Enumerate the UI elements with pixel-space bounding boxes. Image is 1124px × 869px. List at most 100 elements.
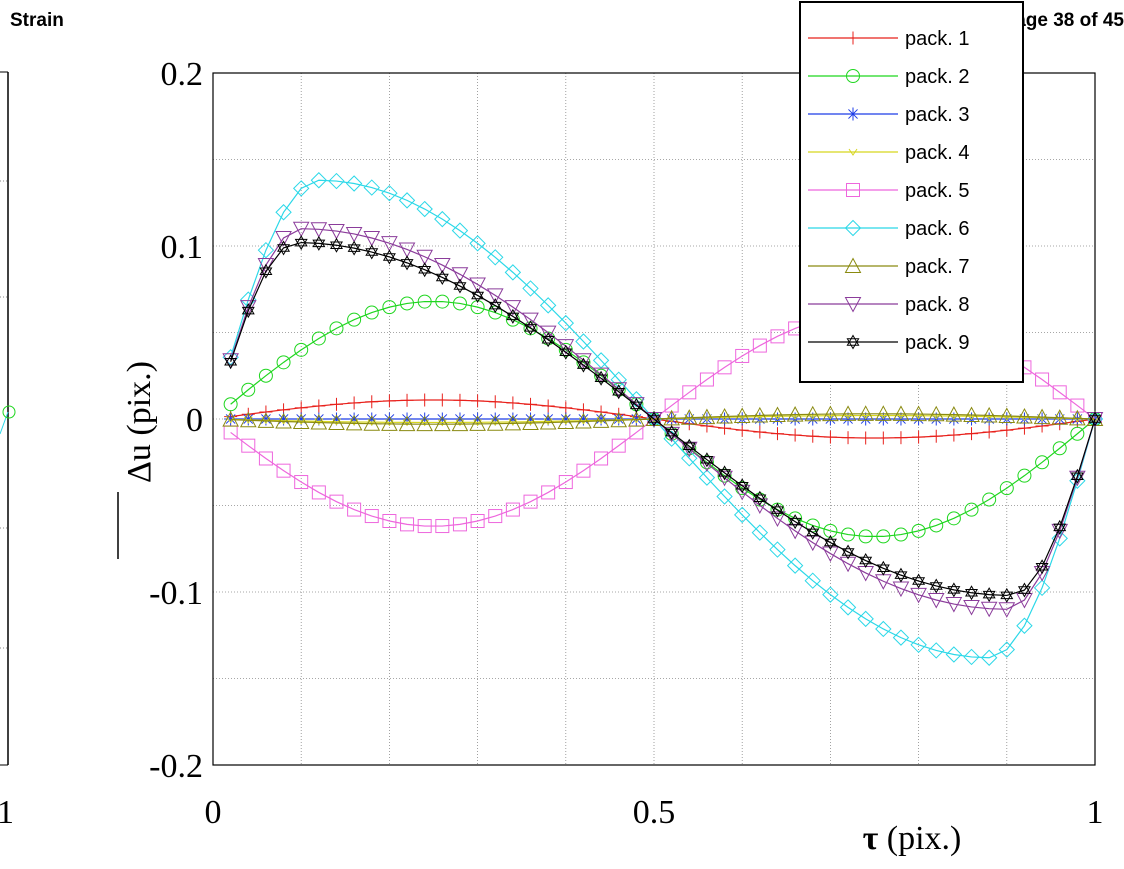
- data-point: [610, 371, 627, 388]
- data-point: [1051, 409, 1069, 425]
- data-point: [982, 492, 997, 507]
- data-point: [1088, 411, 1102, 427]
- data-point: [698, 469, 716, 486]
- data-point: [382, 300, 397, 315]
- x-axis-label-unit: (pix.): [878, 820, 961, 857]
- data-point: [575, 333, 592, 350]
- data-point: [435, 294, 450, 309]
- data-point: [876, 431, 890, 445]
- data-point: [488, 298, 502, 314]
- svg-text:Δu (pix.): Δu (pix.): [121, 361, 158, 483]
- data-point: [1016, 617, 1033, 634]
- data-point: [504, 264, 522, 281]
- data-point: [486, 288, 504, 304]
- data-point: [435, 269, 449, 285]
- data-point: [857, 610, 874, 628]
- data-point: [929, 429, 943, 443]
- data-point: [576, 357, 590, 373]
- data-point: [839, 405, 857, 421]
- data-point: [752, 338, 767, 353]
- y-tick-label: 0.2: [161, 56, 204, 93]
- data-point: [663, 409, 680, 426]
- data-point: [488, 509, 503, 524]
- data-point: [328, 172, 345, 190]
- data-point: [557, 413, 575, 430]
- data-point: [488, 395, 502, 409]
- data-point: [682, 438, 696, 454]
- legend-box: [799, 1, 1024, 383]
- legend-entry: pack. 2: [808, 66, 969, 88]
- data-point: [841, 431, 855, 445]
- series-7: [222, 405, 1104, 432]
- data-point: [434, 210, 451, 228]
- x-axis-label-symbol: τ: [863, 820, 879, 857]
- data-point: [1069, 470, 1086, 487]
- data-point: [329, 321, 344, 336]
- data-point: [418, 412, 432, 426]
- data-point: [294, 235, 308, 251]
- data-point: [259, 263, 273, 279]
- data-point: [965, 585, 979, 601]
- data-point: [859, 553, 873, 569]
- data-point: [980, 406, 998, 423]
- data-point: [241, 438, 256, 453]
- data-point: [524, 320, 538, 336]
- x-tick-label: 1: [1087, 794, 1104, 831]
- data-point: [875, 620, 892, 638]
- data-point: [1017, 412, 1031, 426]
- data-point: [524, 397, 538, 411]
- data-point: [876, 529, 891, 544]
- data-point: [857, 405, 875, 421]
- data-point: [504, 300, 522, 316]
- data-point: [347, 240, 361, 256]
- data-point: [963, 406, 980, 423]
- data-point: [329, 494, 344, 509]
- data-point: [1000, 412, 1014, 426]
- data-point: [435, 412, 449, 426]
- data-point: [716, 488, 733, 505]
- data-point: [310, 413, 328, 430]
- data-point: [841, 527, 856, 542]
- data-point: [718, 465, 732, 481]
- data-point: [312, 399, 326, 413]
- data-point: [239, 411, 257, 428]
- data-point: [539, 325, 557, 342]
- data-point: [610, 411, 628, 428]
- data-point: [224, 354, 238, 370]
- data-point: [912, 573, 926, 589]
- data-point: [381, 236, 398, 252]
- data-point: [222, 353, 239, 369]
- data-point: [257, 241, 275, 259]
- data-point: [1072, 415, 1082, 423]
- data-point: [770, 427, 784, 441]
- y-tick-label: -0.1: [149, 575, 203, 612]
- y-axis-label-symbol: Δu: [121, 444, 158, 483]
- data-point: [363, 179, 380, 196]
- data-point: [400, 393, 414, 407]
- data-point: [822, 405, 839, 422]
- data-point: [1052, 385, 1067, 400]
- data-point: [914, 412, 924, 420]
- data-point: [311, 485, 326, 500]
- data-point: [806, 429, 820, 443]
- data-point: [769, 541, 786, 558]
- data-point: [364, 509, 379, 524]
- legend-marker: [844, 257, 862, 273]
- data-point: [522, 414, 539, 430]
- data-point: [241, 303, 255, 319]
- data-point: [276, 463, 291, 478]
- data-point: [753, 490, 767, 506]
- x-tick-label: 0: [205, 794, 222, 831]
- data-point: [947, 428, 961, 442]
- data-point: [226, 416, 236, 424]
- x-axis-label: τ (pix.): [863, 820, 962, 857]
- data-point: [911, 523, 926, 538]
- legend-marker: [846, 334, 860, 350]
- data-point: [822, 546, 839, 563]
- data-point: [945, 406, 963, 422]
- data-point: [345, 226, 363, 243]
- data-point: [733, 407, 751, 423]
- data-point: [964, 502, 979, 517]
- data-point: [628, 411, 645, 427]
